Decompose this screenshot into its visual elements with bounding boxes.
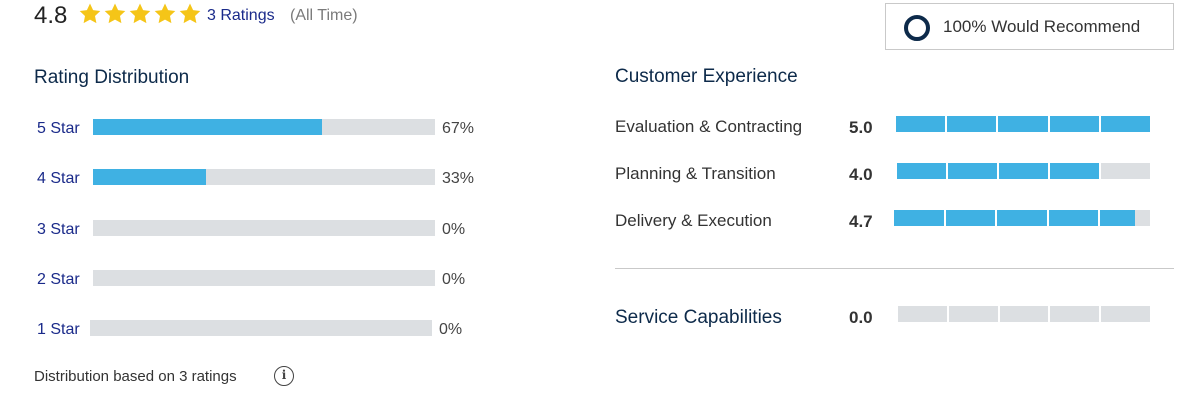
info-icon[interactable]: i bbox=[274, 366, 294, 386]
recommend-ring-icon bbox=[904, 15, 930, 41]
score-segment bbox=[896, 116, 946, 132]
distribution-label-1-star[interactable]: 1 Star bbox=[37, 321, 80, 338]
distribution-bar-fill bbox=[93, 119, 323, 135]
star-icon bbox=[129, 3, 151, 24]
score-segment bbox=[897, 163, 946, 179]
score-segment bbox=[948, 306, 998, 322]
distribution-bar-track bbox=[90, 320, 432, 336]
cx-label: Delivery & Execution bbox=[615, 211, 772, 230]
distribution-bar-track bbox=[93, 270, 435, 286]
ratings-count-link[interactable]: 3 Ratings bbox=[207, 7, 275, 24]
cx-score-bar bbox=[896, 116, 1151, 132]
score-segment bbox=[1100, 210, 1150, 226]
score-segment bbox=[999, 163, 1048, 179]
score-segment bbox=[948, 163, 997, 179]
cx-score: 5.0 bbox=[849, 118, 873, 137]
score-segment bbox=[1101, 163, 1150, 179]
rating-distribution-title: Rating Distribution bbox=[34, 67, 190, 88]
score-segment bbox=[1048, 210, 1099, 226]
distribution-percent: 0% bbox=[439, 321, 463, 338]
star-icon bbox=[79, 3, 101, 24]
service-capabilities-bar bbox=[898, 306, 1150, 322]
score-segment bbox=[945, 210, 996, 226]
distribution-bar-track bbox=[93, 169, 435, 185]
score-segment bbox=[999, 306, 1049, 322]
cx-score: 4.7 bbox=[849, 212, 873, 231]
service-capabilities-label: Service Capabilities bbox=[615, 307, 782, 328]
section-divider bbox=[615, 268, 1174, 269]
distribution-bar-fill bbox=[93, 169, 206, 185]
distribution-note: Distribution based on 3 ratings bbox=[34, 368, 237, 385]
star-icon bbox=[179, 3, 201, 24]
distribution-bar-track bbox=[93, 119, 435, 135]
service-capabilities-score: 0.0 bbox=[849, 308, 873, 327]
distribution-percent: 33% bbox=[442, 170, 475, 187]
ratings-period: (All Time) bbox=[290, 7, 358, 24]
score-segment bbox=[997, 210, 1047, 226]
score-segment bbox=[898, 306, 947, 322]
score-segment bbox=[1050, 163, 1099, 179]
score-segment bbox=[998, 116, 1048, 132]
distribution-label-5-star[interactable]: 5 Star bbox=[37, 120, 80, 137]
distribution-label-2-star[interactable]: 2 Star bbox=[37, 271, 80, 288]
score-segment bbox=[894, 210, 944, 226]
cx-score-bar bbox=[894, 210, 1150, 226]
cx-score: 4.0 bbox=[849, 165, 873, 184]
distribution-bar-track bbox=[93, 220, 435, 236]
distribution-label-4-star[interactable]: 4 Star bbox=[37, 170, 80, 187]
score-segment bbox=[1050, 306, 1100, 322]
cx-label: Planning & Transition bbox=[615, 164, 776, 183]
distribution-percent: 67% bbox=[442, 120, 475, 137]
cx-score-bar bbox=[897, 163, 1150, 179]
star-icon bbox=[154, 3, 176, 24]
distribution-percent: 0% bbox=[442, 221, 466, 238]
star-icon bbox=[104, 3, 126, 24]
distribution-percent: 0% bbox=[442, 271, 466, 288]
star-rating bbox=[78, 2, 202, 28]
score-segment bbox=[1101, 306, 1150, 322]
score-segment bbox=[1100, 116, 1151, 132]
distribution-label-3-star[interactable]: 3 Star bbox=[37, 221, 80, 238]
cx-label: Evaluation & Contracting bbox=[615, 117, 803, 136]
score-segment bbox=[947, 116, 997, 132]
recommend-badge: 100% Would Recommend bbox=[885, 3, 1174, 50]
recommend-text: 100% Would Recommend bbox=[943, 17, 1141, 36]
customer-experience-title: Customer Experience bbox=[615, 66, 798, 87]
overall-score: 4.8 bbox=[34, 2, 68, 29]
score-segment bbox=[1049, 116, 1099, 132]
